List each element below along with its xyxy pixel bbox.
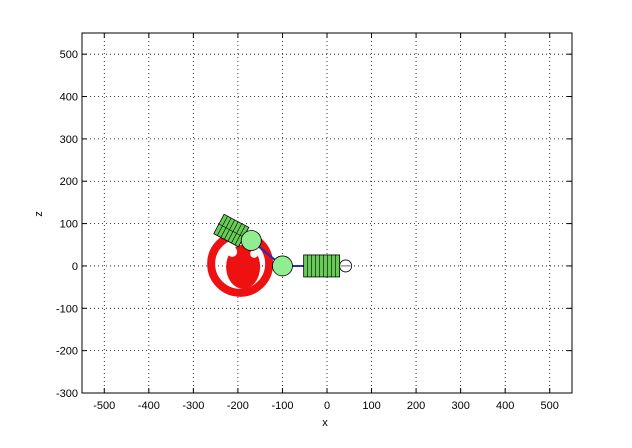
x-tick-label: 500: [541, 400, 559, 412]
x-tick-label: 100: [362, 400, 380, 412]
grid-lines: [82, 33, 572, 394]
y-axis-label: z: [33, 211, 45, 217]
y-tick-label: 400: [60, 92, 78, 104]
motor-fin: [218, 223, 244, 238]
robot-arm: [207, 213, 353, 297]
y-tick-label: 300: [60, 134, 78, 146]
x-tick-label: -400: [138, 400, 160, 412]
joint-circle: [272, 255, 293, 277]
joint-circle: [240, 230, 262, 251]
x-axis-label: x: [322, 417, 328, 429]
axis-ticks: -500 -400 -300 -200 -100 0 100 200 300 400 500 -300…: [56, 33, 572, 412]
x-tick-label: -100: [271, 400, 293, 412]
x-tick-label: 0: [324, 400, 330, 412]
y-tick-label: 0: [72, 261, 78, 273]
y-tick-label: -100: [56, 303, 78, 315]
y-tick-label: -200: [56, 346, 78, 358]
y-tick-label: 200: [60, 176, 78, 188]
y-tick-label: -300: [56, 388, 78, 400]
x-tick-label: 200: [407, 400, 425, 412]
y-tick-label: 500: [60, 49, 78, 61]
motor-lower: [303, 254, 353, 278]
x-tick-label: -200: [227, 400, 249, 412]
base-hole: [250, 249, 259, 258]
y-tick-label: 100: [60, 219, 78, 231]
x-tick-label: -300: [182, 400, 204, 412]
base-hole: [227, 246, 238, 257]
x-tick-label: 400: [496, 400, 514, 412]
x-tick-label: 300: [451, 400, 469, 412]
motor-housing: [303, 254, 341, 278]
x-tick-label: -500: [93, 400, 115, 412]
